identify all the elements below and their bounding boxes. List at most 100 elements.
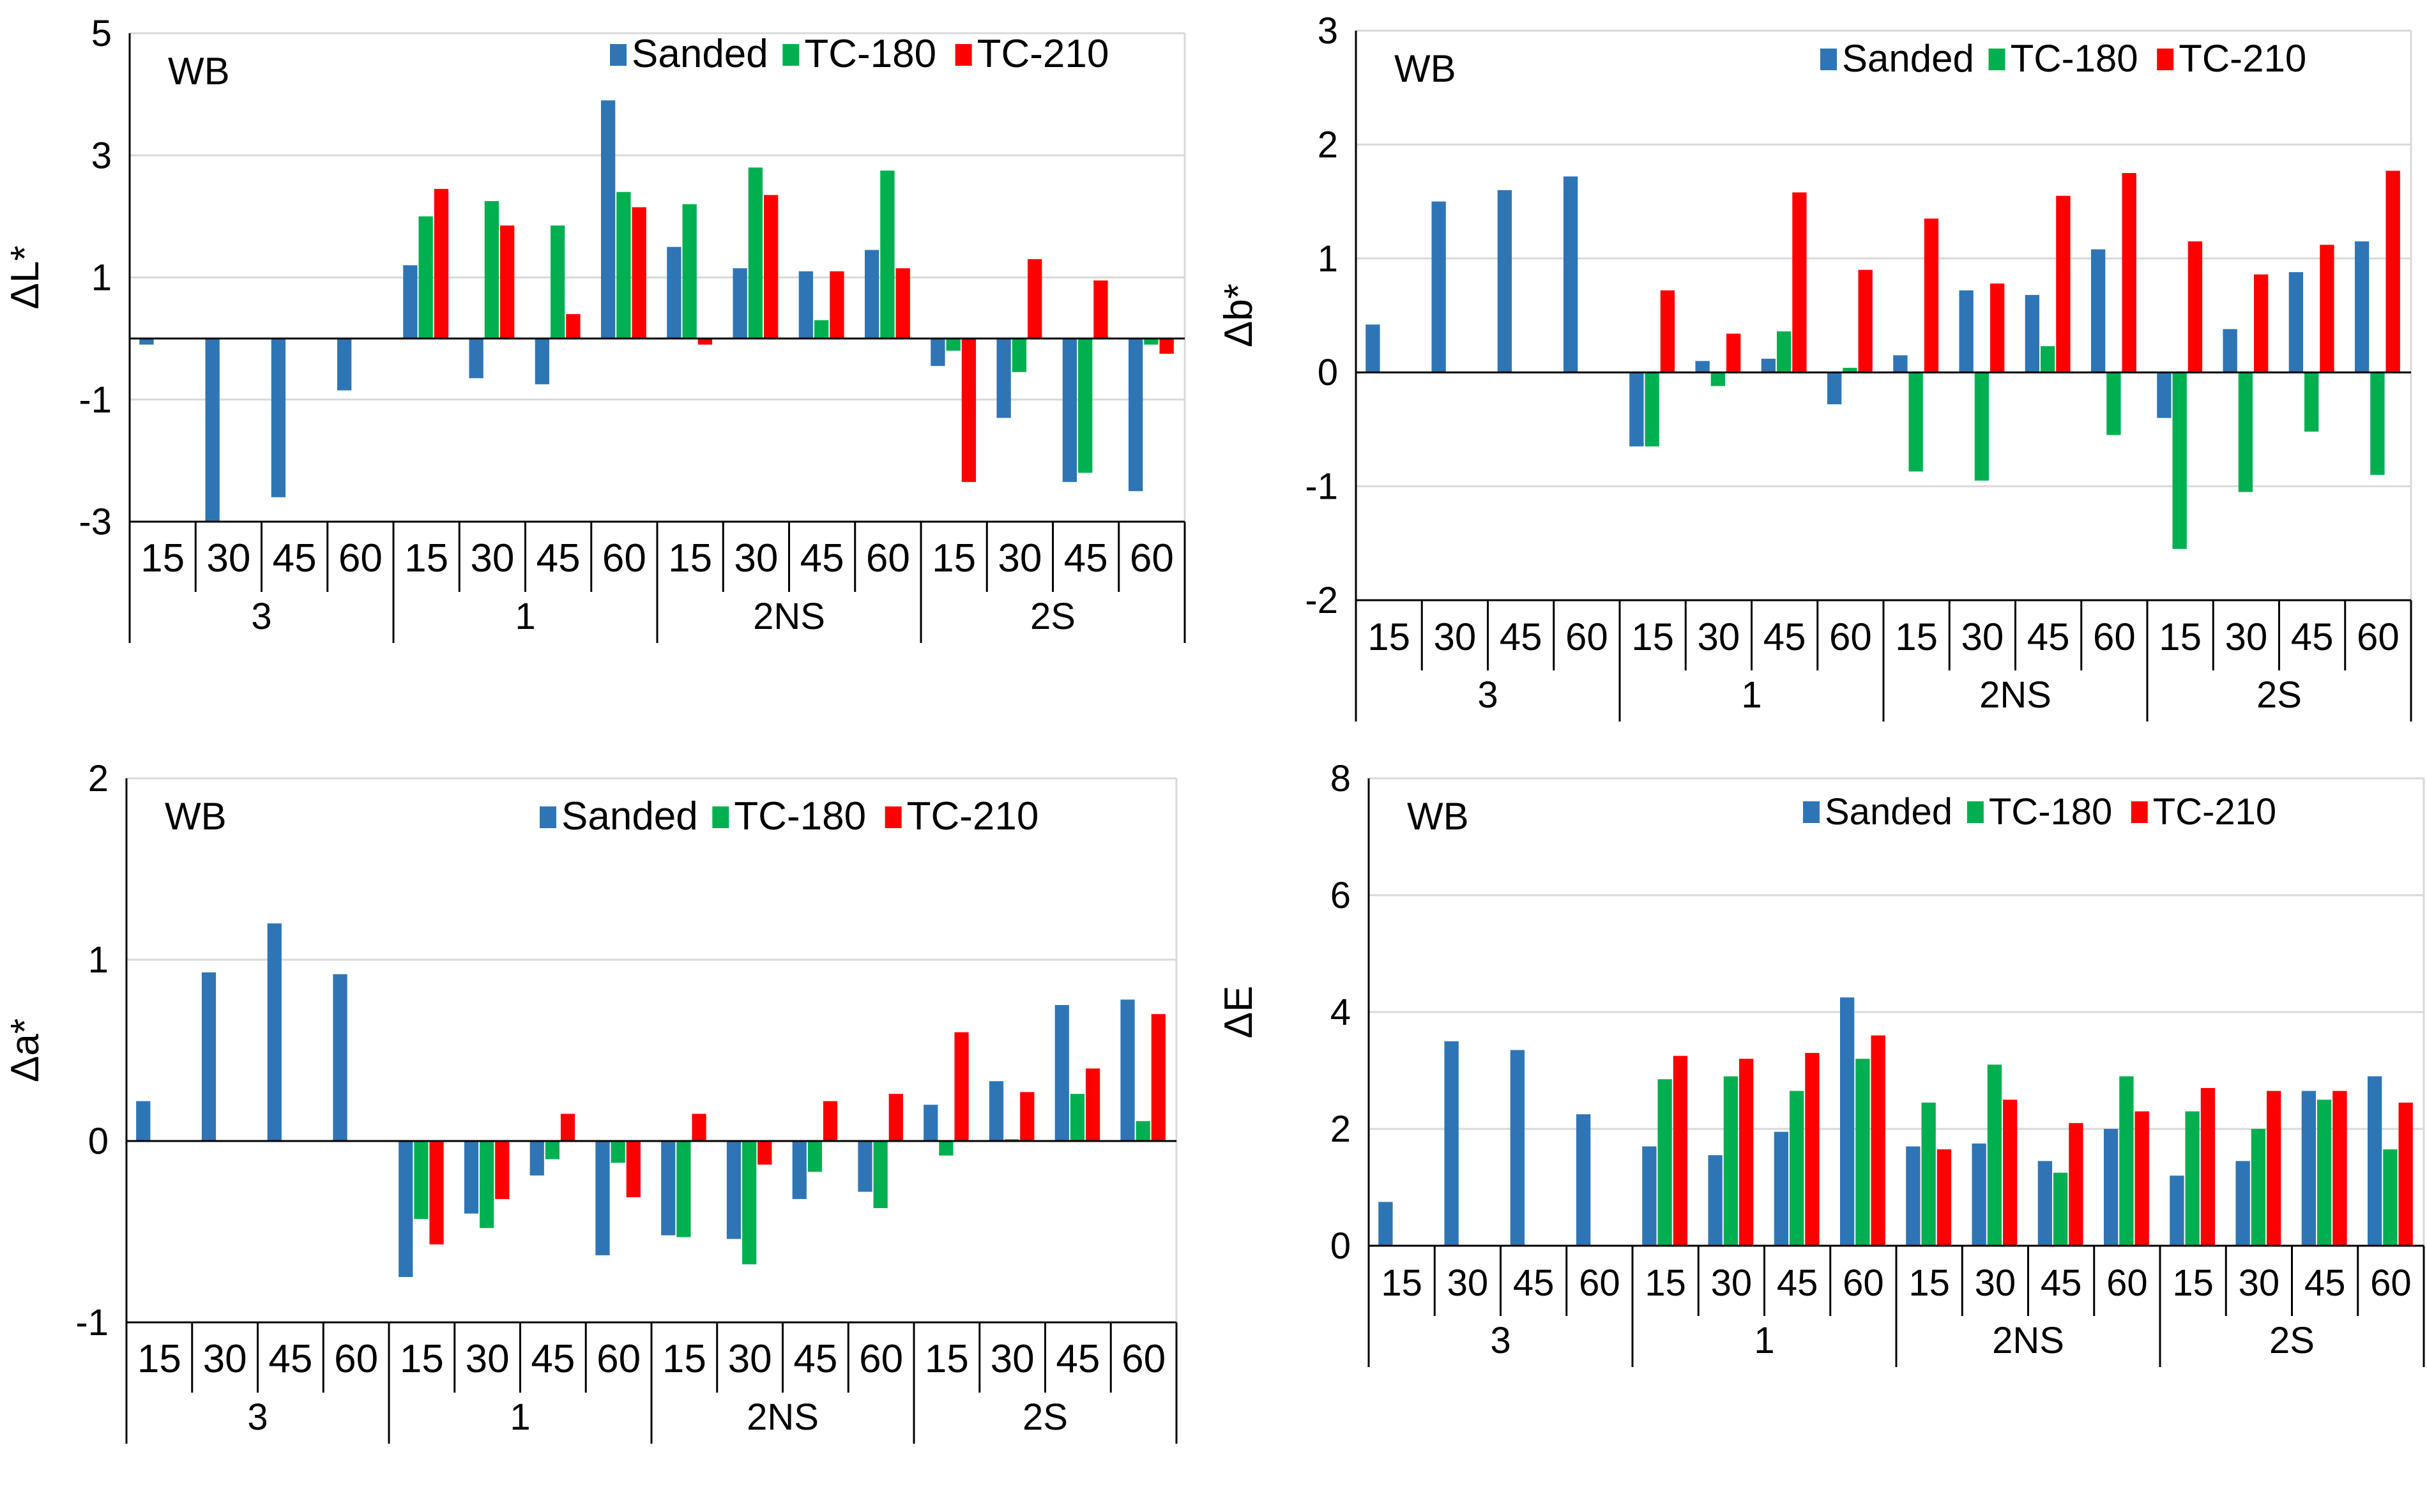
bar-tc-210 — [2134, 1111, 2149, 1246]
bar-sanded — [399, 1141, 413, 1277]
bar-sanded — [2025, 294, 2040, 373]
x-tick-label: 60 — [1829, 616, 1872, 658]
bar-tc-210 — [2267, 1091, 2281, 1246]
bar-tc-210 — [1739, 1059, 1754, 1246]
x-tick-label: 45 — [2041, 1262, 2082, 1304]
bar-tc-210 — [500, 225, 515, 339]
bar-tc-210 — [2122, 173, 2136, 373]
legend: Sanded TC-180 TC-210 — [1803, 791, 2276, 833]
chart-title: WB — [1407, 795, 1469, 838]
bar-tc-210 — [560, 1114, 575, 1141]
bar-sanded — [989, 1081, 1004, 1141]
bar-sanded — [469, 338, 483, 379]
bar-sanded — [2301, 1091, 2317, 1246]
bar-tc-180 — [1657, 1079, 1672, 1246]
bar-sanded — [2103, 1129, 2119, 1246]
legend: Sanded TC-180 TC-210 — [610, 32, 1109, 76]
x-tick-label: 60 — [597, 1337, 641, 1381]
bar-tc-180 — [2106, 372, 2121, 435]
x-tick-label: 15 — [1895, 616, 1938, 658]
bar-sanded — [267, 923, 282, 1141]
bar-tc-210 — [1924, 218, 1939, 373]
chart-panel-delta-b: -2 -1 0 1 2 3 15 30 45 60 15 30 45 60 15 30 45 60 15 30 45 60… — [1214, 0, 2427, 756]
chart-panel-delta-a: -1 0 1 2 15 30 45 60 15 30 45 60 15 30 45 60 15 30 45 60 3 1 2… — [0, 756, 1214, 1512]
x-tick-label: 45 — [531, 1337, 575, 1381]
legend-swatch-sanded — [1803, 801, 1820, 823]
bar-sanded — [2157, 372, 2172, 418]
bar-tc-210 — [2187, 241, 2203, 373]
bar-sanded — [1444, 1041, 1459, 1246]
legend-swatch-tc-210 — [955, 44, 972, 66]
y-tick-label: 3 — [1318, 10, 1338, 52]
x-tick-label: 45 — [1513, 1262, 1555, 1304]
bar-sanded — [333, 974, 347, 1141]
bar-tc-180 — [1974, 372, 1990, 481]
y-tick-label: 8 — [1330, 758, 1351, 799]
legend-label: Sanded — [561, 794, 698, 838]
y-tick-label: -3 — [79, 501, 112, 543]
x-tick-label: 30 — [466, 1337, 510, 1381]
bar-tc-180 — [1843, 368, 1857, 373]
legend-label: TC-180 — [804, 32, 936, 76]
bar-tc-210 — [1990, 284, 2005, 373]
bar-sanded — [1576, 1114, 1591, 1246]
legend-label: TC-210 — [2179, 37, 2306, 80]
x-tick-label: 30 — [1961, 616, 2004, 658]
bar-sanded — [1708, 1155, 1723, 1246]
bar-tc-180 — [939, 1141, 954, 1156]
legend-swatch-sanded — [1820, 49, 1837, 70]
x-tick-label: 60 — [339, 536, 383, 580]
legend-swatch-tc-210 — [2157, 49, 2174, 70]
x-tick-label: 30 — [1975, 1262, 2016, 1304]
legend: Sanded TC-180 TC-210 — [540, 794, 1039, 838]
bar-sanded — [1510, 1050, 1525, 1246]
x-tick-label: 45 — [800, 536, 844, 580]
y-tick-label: 1 — [88, 939, 109, 981]
bar-tc-210 — [1028, 259, 1042, 339]
y-tick-label: 2 — [1330, 1108, 1351, 1150]
bar-tc-210 — [2069, 1123, 2083, 1246]
bar-sanded — [1695, 361, 1710, 373]
chart-title: WB — [165, 795, 227, 838]
bar-tc-180 — [1136, 1121, 1150, 1141]
bar-tc-180 — [1921, 1102, 1936, 1246]
bar-sanded — [798, 271, 814, 339]
bar-tc-180 — [545, 1141, 560, 1160]
bar-sanded — [403, 265, 418, 339]
legend-swatch-tc-180 — [782, 44, 800, 66]
group-label: 2NS — [1979, 674, 2051, 716]
bar-tc-210 — [757, 1141, 772, 1165]
bar-tc-180 — [1776, 331, 1792, 373]
x-tick-label: 60 — [1843, 1262, 1884, 1304]
y-tick-label: 1 — [1318, 238, 1338, 280]
bar-tc-180 — [1077, 338, 1093, 473]
x-tick-label: 15 — [1367, 616, 1410, 658]
legend-label: TC-180 — [1989, 791, 2112, 833]
bar-sanded — [1642, 1146, 1657, 1246]
group-label: 2S — [1030, 596, 1076, 637]
bar-tc-210 — [2332, 1091, 2347, 1246]
group-label: 2NS — [747, 1396, 819, 1438]
bar-tc-180 — [1987, 1064, 2002, 1246]
bar-sanded — [1629, 372, 1644, 447]
x-tick-label: 60 — [334, 1337, 378, 1381]
bar-tc-210 — [830, 271, 844, 339]
y-tick-label: 2 — [1318, 124, 1338, 165]
bar-tc-210 — [1871, 1035, 1885, 1246]
bar-tc-210 — [1936, 1149, 1952, 1246]
bar-sanded — [667, 246, 681, 339]
bar-sanded — [205, 338, 220, 522]
bar-sanded — [924, 1105, 938, 1141]
x-tick-label: 15 — [2172, 1262, 2214, 1304]
y-tick-label: 4 — [1330, 992, 1351, 1033]
bar-tc-180 — [748, 167, 763, 339]
legend-label: TC-180 — [734, 794, 866, 838]
x-tick-label: 30 — [1698, 616, 1740, 658]
legend: Sanded TC-180 TC-210 — [1820, 37, 2306, 80]
x-tick-label: 30 — [206, 536, 250, 580]
group-label: 2S — [2269, 1320, 2315, 1361]
bar-tc-180 — [480, 1141, 494, 1228]
legend-swatch-tc-210 — [885, 806, 902, 828]
bar-tc-210 — [1726, 333, 1741, 373]
